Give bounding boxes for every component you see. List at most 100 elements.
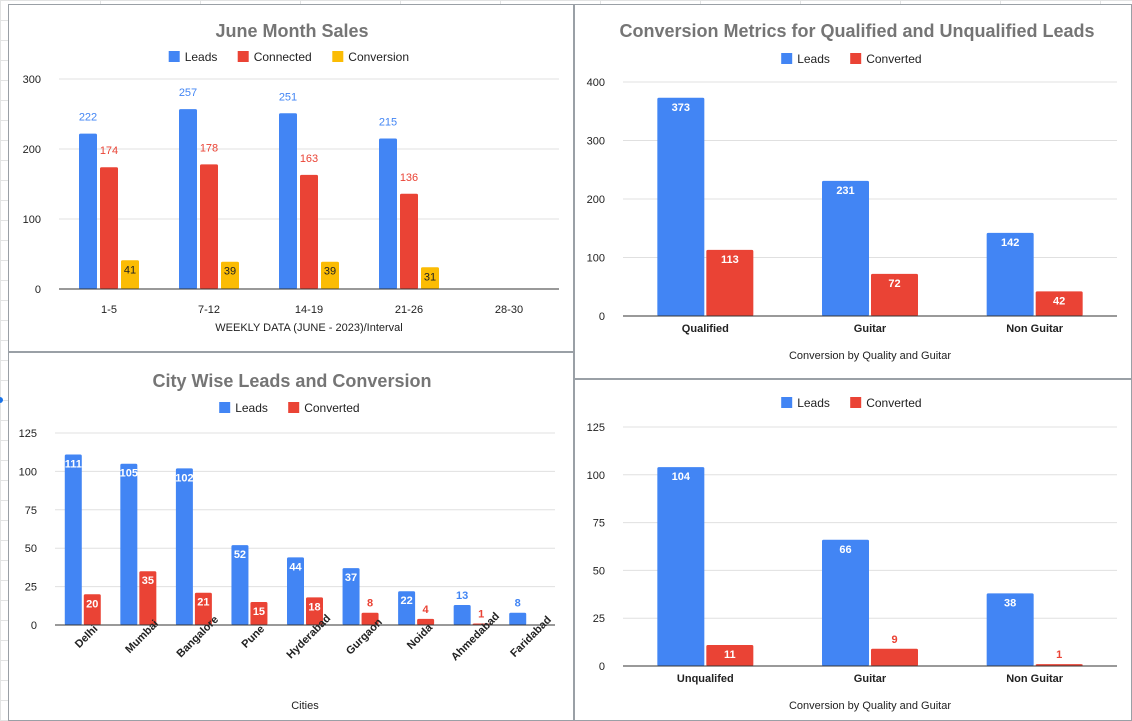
data-label-leads-1-5: 222 (79, 112, 97, 124)
bar-leads-gurgaon[interactable] (342, 568, 360, 625)
y-tick-label: 125 (587, 422, 605, 434)
data-label-converted-noida: 4 (423, 604, 430, 616)
bar-converted-pune[interactable] (250, 601, 268, 625)
chart-title: Conversion Metrics for Qualified and Unq… (619, 21, 1094, 41)
bar-connected-7-12[interactable] (200, 164, 218, 289)
bar-connected-21-26[interactable] (400, 193, 418, 289)
bar-conversion-14-19[interactable] (321, 261, 339, 289)
data-label-leads-qualified: 373 (672, 102, 690, 114)
data-label-converted-hyderabad: 18 (308, 601, 320, 613)
y-tick-label: 100 (587, 470, 605, 482)
bar-connected-14-19[interactable] (300, 174, 318, 289)
bar-leads-21-26[interactable] (379, 138, 397, 290)
chart-city-wise-leads[interactable]: City Wise Leads and Conversion Leads Conv… (8, 352, 574, 721)
legend-swatch-converted (850, 397, 862, 408)
bar-leads-delhi[interactable] (64, 454, 82, 625)
bar-connected-1-5[interactable] (100, 167, 118, 289)
x-tick-label-guitar: Guitar (854, 673, 887, 685)
legend-label-leads[interactable]: Leads (797, 396, 830, 410)
bar-converted-delhi[interactable] (83, 594, 101, 625)
x-tick-label-7-12: 7-12 (198, 304, 220, 316)
bar-leads-hyderabad[interactable] (287, 557, 304, 625)
bar-converted-qualified[interactable] (706, 249, 754, 316)
legend-swatch-converted (288, 402, 300, 413)
x-tick-label-unqualifed: Unqualifed (677, 673, 734, 685)
legend-label-conversion[interactable]: Conversion (348, 50, 409, 64)
bar-converted-unqualifed[interactable] (706, 644, 754, 666)
legend-swatch-converted (850, 53, 862, 64)
legend-label-leads[interactable]: Leads (235, 401, 268, 415)
x-tick-label-pune: Pune (240, 623, 268, 651)
x-tick-label-21-26: 21-26 (395, 304, 423, 316)
x-axis-title: Cities (291, 700, 319, 712)
y-tick-label: 200 (587, 194, 605, 206)
bar-leads-unqualifed[interactable] (657, 467, 705, 666)
legend-label-leads[interactable]: Leads (797, 52, 830, 66)
data-label-converted-pune: 15 (253, 606, 265, 618)
data-label-leads-delhi: 111 (65, 459, 82, 471)
bar-leads-7-12[interactable] (179, 109, 197, 289)
legend-label-connected[interactable]: Connected (254, 50, 312, 64)
data-label-conversion-7-12: 39 (224, 266, 236, 278)
bar-converted-hyderabad[interactable] (306, 597, 323, 625)
data-label-leads-non-guitar: 38 (1004, 597, 1016, 609)
selection-handle[interactable] (0, 397, 3, 403)
bar-converted-mumbai[interactable] (139, 571, 157, 625)
legend-label-converted[interactable]: Converted (866, 52, 921, 66)
bar-leads-1-5[interactable] (79, 133, 97, 289)
bar-leads-ahmedabad[interactable] (453, 605, 471, 625)
chart-conversion-metrics[interactable]: Conversion Metrics for Qualified and Unq… (574, 4, 1132, 379)
data-label-converted-bangalore: 21 (197, 597, 209, 609)
chart-june-month-sales[interactable]: June Month Sales Leads Connected Conversio… (8, 4, 574, 352)
x-tick-label-qualified: Qualified (682, 323, 729, 335)
bar-converted-gurgaon[interactable] (361, 612, 379, 625)
bar-leads-non-guitar[interactable] (986, 593, 1034, 666)
legend-label-converted[interactable]: Converted (304, 401, 359, 415)
x-tick-label-1-5: 1-5 (101, 304, 117, 316)
data-label-leads-21-26: 215 (379, 117, 397, 129)
bar-converted-noida[interactable] (417, 618, 435, 625)
x-tick-label-28-30: 28-30 (495, 304, 523, 316)
data-label-leads-14-19: 251 (279, 91, 297, 103)
y-tick-label: 0 (599, 311, 605, 323)
data-label-converted-non-guitar: 42 (1053, 295, 1065, 307)
bar-leads-pune[interactable] (231, 545, 249, 625)
data-label-leads-mumbai: 105 (120, 468, 138, 480)
y-tick-label: 50 (593, 565, 605, 577)
bar-conversion-1-5[interactable] (121, 260, 139, 289)
y-tick-label: 50 (25, 543, 37, 555)
legend-label-leads[interactable]: Leads (185, 50, 218, 64)
y-tick-label: 100 (587, 253, 605, 265)
bar-leads-noida[interactable] (398, 591, 416, 625)
legend-label-converted[interactable]: Converted (866, 396, 921, 410)
bar-leads-guitar[interactable] (822, 180, 869, 316)
data-label-converted-delhi: 20 (86, 598, 98, 610)
bar-leads-guitar[interactable] (822, 539, 869, 666)
data-label-converted-ahmedabad: 1 (478, 608, 484, 620)
y-tick-label: 0 (31, 620, 37, 632)
bar-leads-faridabad[interactable] (509, 612, 527, 625)
bar-leads-non-guitar[interactable] (986, 232, 1034, 316)
bar-conversion-21-26[interactable] (421, 267, 439, 289)
y-tick-label: 0 (599, 661, 605, 673)
chart-svg: Leads Converted 0 25 50 75 100 125 104 11 Unqualif… (587, 396, 1117, 712)
chart-unqualified-conversion[interactable]: Leads Converted 0 25 50 75 100 125 104 11 Unqualif… (574, 379, 1132, 721)
x-tick-label-guitar: Guitar (854, 323, 887, 335)
legend-swatch-connected (237, 51, 249, 62)
legend-swatch-leads (781, 53, 793, 64)
bar-leads-mumbai[interactable] (120, 463, 138, 625)
bar-conversion-7-12[interactable] (221, 261, 239, 289)
y-tick-label: 25 (593, 613, 605, 625)
bar-converted-guitar[interactable] (871, 273, 918, 316)
bar-converted-bangalore[interactable] (194, 592, 212, 625)
y-tick-label: 300 (23, 74, 41, 86)
bar-leads-14-19[interactable] (279, 113, 297, 289)
bar-leads-qualified[interactable] (657, 97, 705, 316)
legend-swatch-leads (168, 51, 180, 62)
legend-swatch-leads (219, 402, 231, 413)
bar-converted-non-guitar[interactable] (1035, 291, 1083, 316)
data-label-leads-gurgaon: 37 (345, 572, 357, 584)
bar-leads-bangalore[interactable] (175, 468, 193, 625)
chart-svg: City Wise Leads and Conversion Leads Conv… (19, 371, 555, 712)
bar-converted-guitar[interactable] (871, 648, 918, 666)
